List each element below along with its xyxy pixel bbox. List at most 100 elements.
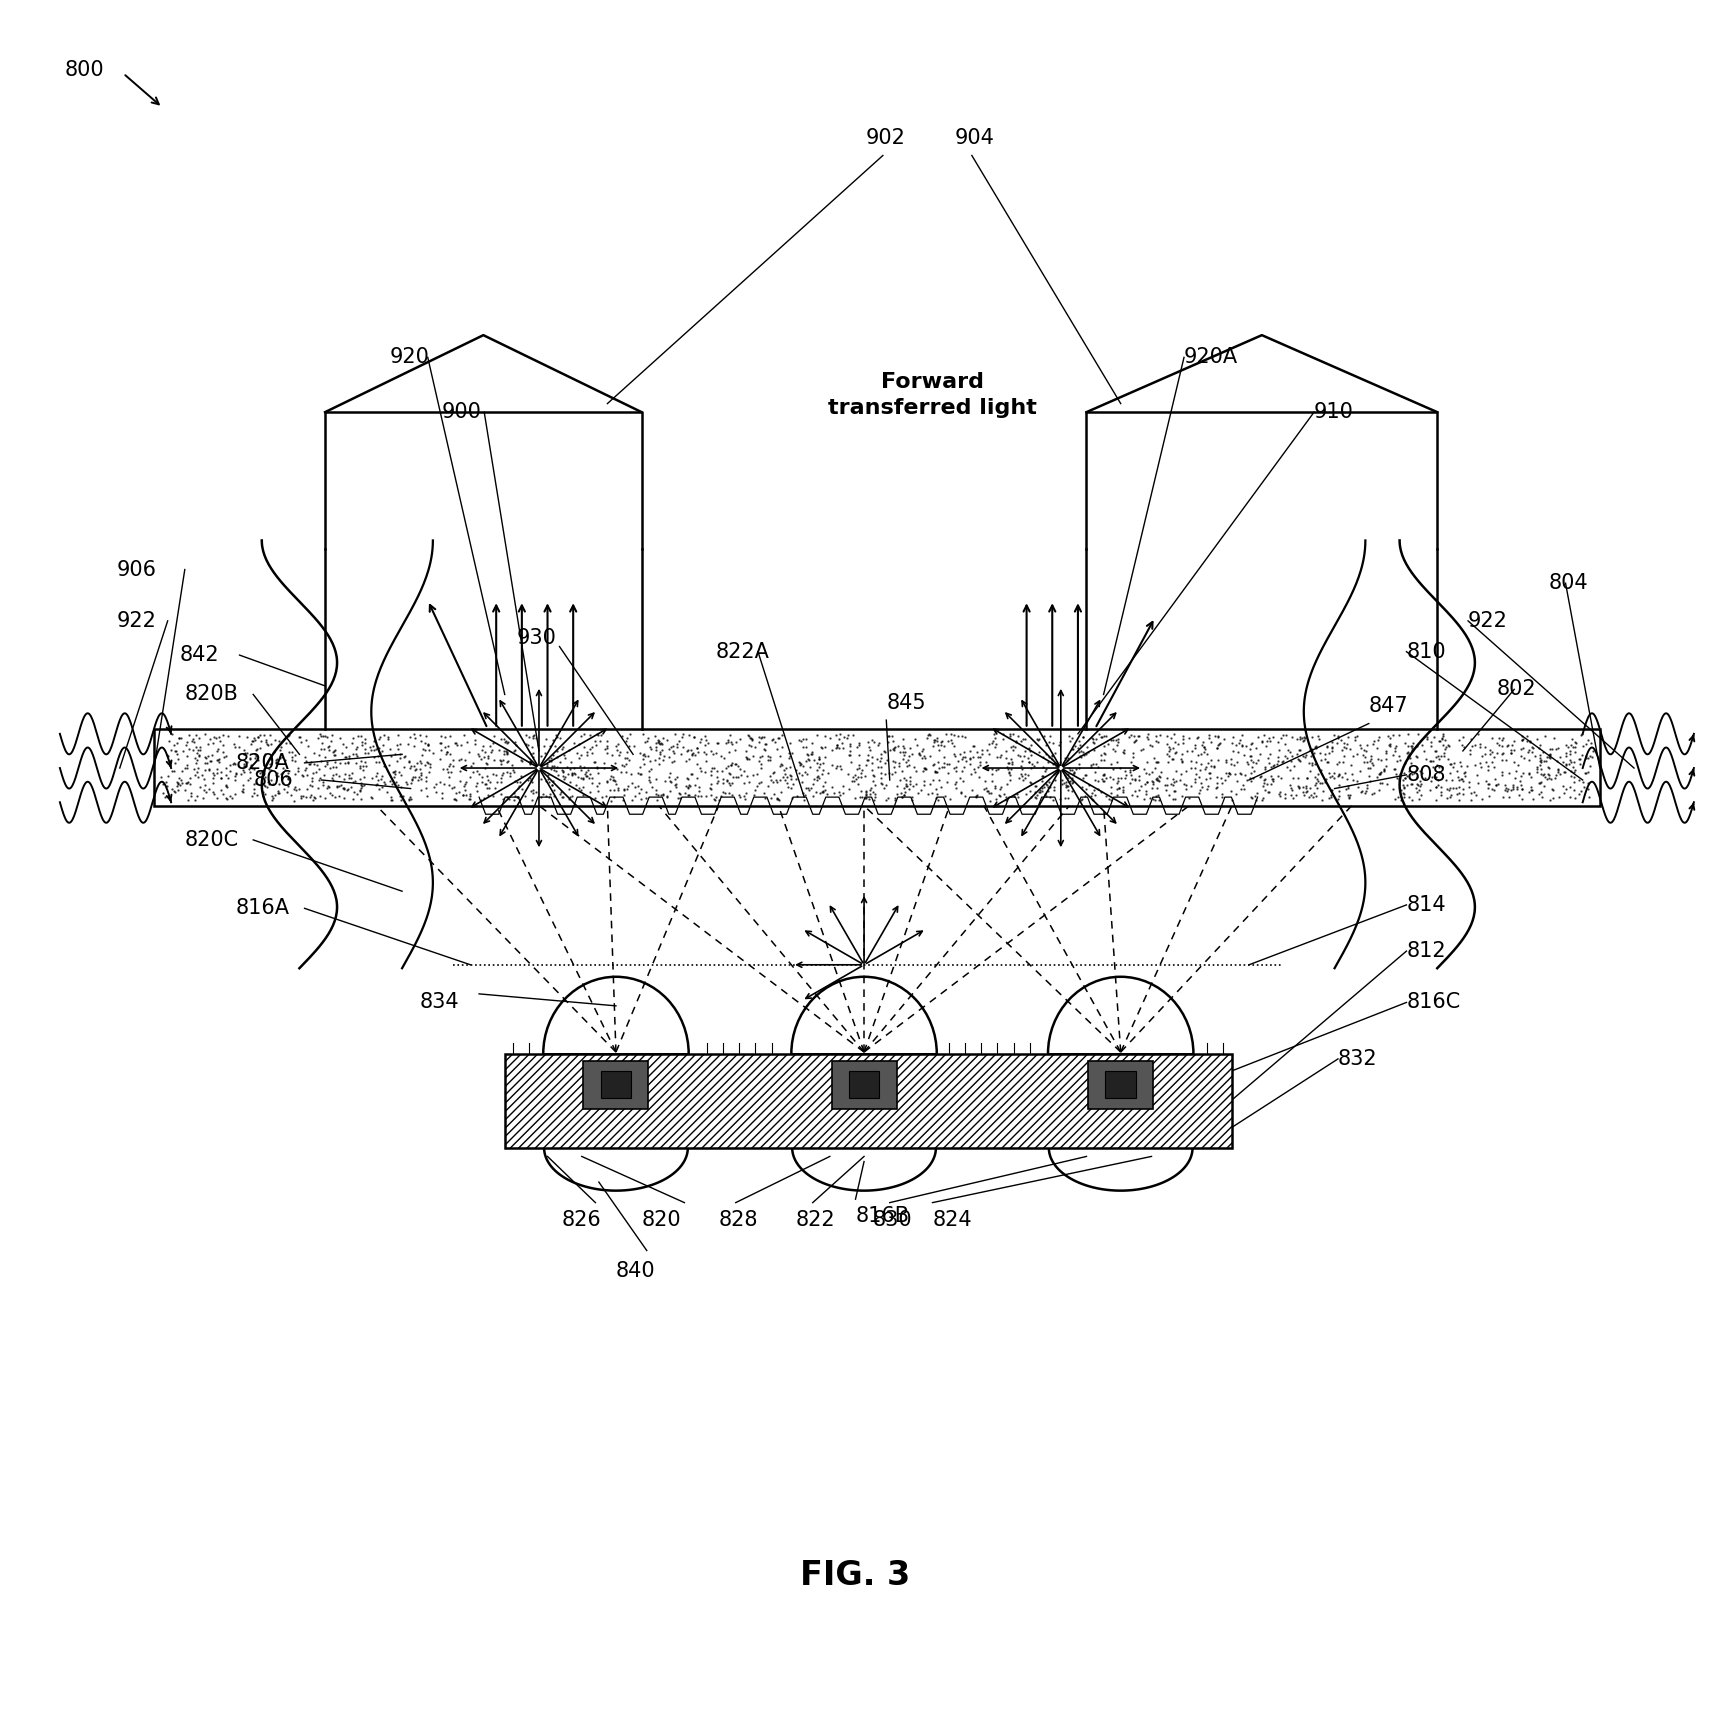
Point [1287, 747, 1314, 775]
Point [163, 737, 190, 764]
Text: 847: 847 [1369, 696, 1408, 716]
Point [1283, 740, 1311, 768]
Point [284, 758, 311, 785]
Point [262, 747, 289, 775]
Point [1033, 771, 1061, 799]
Point [505, 783, 532, 811]
Point [1331, 759, 1359, 787]
Point [1018, 770, 1045, 797]
Point [498, 751, 525, 778]
Point [260, 727, 287, 754]
Point [890, 746, 917, 773]
Point [1388, 776, 1415, 804]
Point [317, 727, 344, 754]
Point [1422, 763, 1449, 790]
Point [1468, 742, 1495, 770]
Text: 910: 910 [1314, 403, 1353, 422]
Point [501, 730, 529, 758]
Point [1552, 751, 1579, 778]
Point [876, 737, 903, 764]
Point [263, 780, 291, 807]
Point [344, 722, 371, 749]
Point [886, 766, 914, 794]
Point [541, 732, 568, 759]
Point [524, 732, 551, 759]
Point [383, 730, 411, 758]
Point [412, 749, 440, 776]
Point [613, 727, 640, 754]
Point [240, 776, 267, 804]
Point [1009, 766, 1037, 794]
Point [662, 773, 690, 800]
Point [272, 763, 299, 790]
Point [1525, 725, 1552, 752]
Point [801, 766, 828, 794]
Point [975, 740, 1003, 768]
Point [1299, 723, 1326, 751]
Point [1425, 742, 1453, 770]
Point [161, 778, 188, 806]
Point [198, 742, 226, 770]
Text: Forward
transferred light: Forward transferred light [828, 372, 1037, 418]
Point [717, 728, 744, 756]
Point [518, 734, 546, 761]
Point [471, 785, 498, 812]
Point [635, 758, 662, 785]
Point [1446, 749, 1473, 776]
Point [1439, 766, 1466, 794]
Point [1418, 763, 1446, 790]
Point [472, 770, 500, 797]
Point [351, 735, 378, 763]
Text: 840: 840 [616, 1262, 655, 1280]
Point [826, 782, 854, 809]
Point [216, 758, 243, 785]
Point [909, 737, 936, 764]
Point [537, 756, 565, 783]
Point [452, 776, 479, 804]
Point [1239, 785, 1266, 812]
Point [702, 739, 729, 766]
Point [811, 734, 838, 761]
Point [546, 780, 573, 807]
Point [1256, 740, 1283, 768]
Point [476, 773, 503, 800]
Point [329, 775, 356, 802]
Point [1526, 732, 1554, 759]
Point [1157, 735, 1184, 763]
Point [1278, 742, 1305, 770]
Point [743, 759, 770, 787]
Point [407, 727, 435, 754]
Point [1331, 730, 1359, 758]
Point [467, 787, 494, 814]
Point [488, 768, 515, 795]
Point [1394, 742, 1422, 770]
Point [298, 764, 325, 792]
Point [1371, 756, 1398, 783]
Point [695, 730, 722, 758]
Point [1560, 768, 1588, 795]
Point [1526, 751, 1554, 778]
Point [613, 723, 640, 751]
Point [573, 756, 601, 783]
Point [483, 761, 510, 788]
Point [1205, 722, 1232, 749]
Point [609, 752, 636, 780]
Point [1258, 752, 1285, 780]
Point [399, 766, 426, 794]
Point [164, 770, 192, 797]
Point [457, 780, 484, 807]
Point [1287, 735, 1314, 763]
Point [1146, 722, 1174, 749]
Point [965, 752, 992, 780]
Point [861, 783, 888, 811]
Point [876, 759, 903, 787]
Point [1235, 751, 1263, 778]
Point [1391, 780, 1418, 807]
Point [175, 722, 202, 749]
Point [1567, 751, 1595, 778]
Point [479, 759, 506, 787]
Point [305, 742, 332, 770]
Point [633, 725, 660, 752]
Point [999, 737, 1027, 764]
Point [479, 783, 506, 811]
